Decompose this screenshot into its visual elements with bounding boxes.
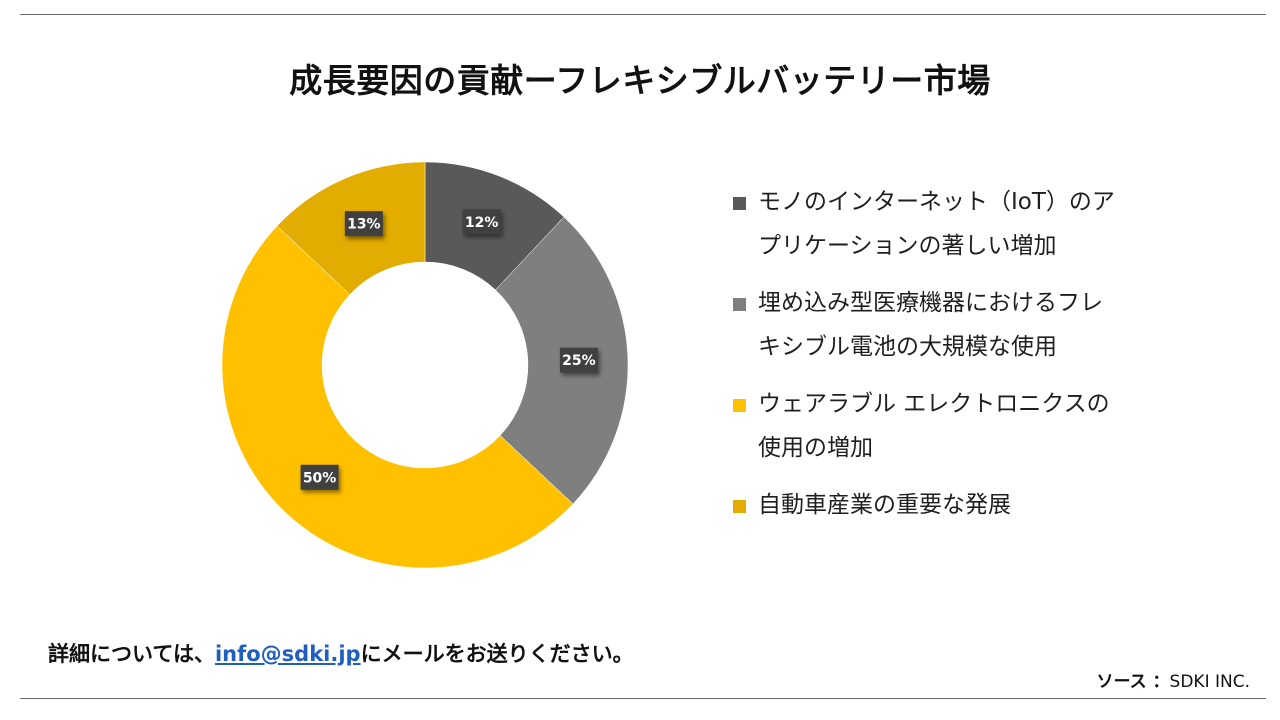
svg-text:25%: 25% xyxy=(562,353,596,369)
legend-swatch-iot xyxy=(733,197,746,210)
contact-suffix: にメールをお送りください。 xyxy=(360,642,634,666)
svg-text:50%: 50% xyxy=(303,470,337,486)
legend-swatch-wearable xyxy=(733,399,746,412)
legend-label-iot-line2: プリケーションの著しい増加 xyxy=(758,233,1057,259)
source-label: ソース ： xyxy=(1096,672,1170,692)
source-value: SDKI INC. xyxy=(1169,672,1250,692)
legend-swatch-medical xyxy=(733,298,746,311)
chart-legend: モノのインターネット（IoT）のア プリケーションの著しい増加 埋め込み型医療機… xyxy=(733,180,1183,540)
legend-item-wearable: ウェアラブル エレクトロニクスの 使用の増加 xyxy=(733,382,1183,470)
data-label-automotive: 13% xyxy=(344,211,383,237)
source-credit: ソース ：SDKI INC. xyxy=(1096,667,1250,692)
contact-note: 詳細については、info@sdki.jpにメールをお送りください。 xyxy=(48,638,634,668)
contact-prefix: 詳細については、 xyxy=(48,642,215,666)
svg-text:12%: 12% xyxy=(465,215,499,231)
legend-item-iot: モノのインターネット（IoT）のア プリケーションの著しい増加 xyxy=(733,180,1183,268)
legend-label-medical-line2: キシブル電池の大規模な使用 xyxy=(758,334,1057,360)
legend-label-automotive: 自動車産業の重要な発展 xyxy=(758,492,1011,518)
legend-label-medical-line1: 埋め込み型医療機器におけるフレ xyxy=(758,290,1103,316)
data-label-medical: 25% xyxy=(559,347,598,373)
legend-item-automotive: 自動車産業の重要な発展 xyxy=(733,483,1183,527)
legend-label-wearable-line2: 使用の増加 xyxy=(758,435,873,461)
legend-swatch-automotive xyxy=(733,500,746,513)
top-divider xyxy=(20,14,1266,15)
svg-text:13%: 13% xyxy=(347,217,381,233)
data-label-iot: 12% xyxy=(462,209,501,235)
legend-label-wearable-line1: ウェアラブル エレクトロニクスの xyxy=(758,391,1110,417)
bottom-divider xyxy=(20,698,1266,699)
data-label-wearable: 50% xyxy=(300,464,339,490)
donut-chart: 12% 25% 50% 13% xyxy=(221,161,629,569)
legend-label-iot-line1: モノのインターネット（IoT）のア xyxy=(758,189,1115,215)
email-link[interactable]: info@sdki.jp xyxy=(214,642,361,666)
legend-item-medical: 埋め込み型医療機器におけるフレ キシブル電池の大規模な使用 xyxy=(733,281,1183,369)
chart-title: 成長要因の貢献ーフレキシブルバッテリー市場 xyxy=(289,61,991,100)
